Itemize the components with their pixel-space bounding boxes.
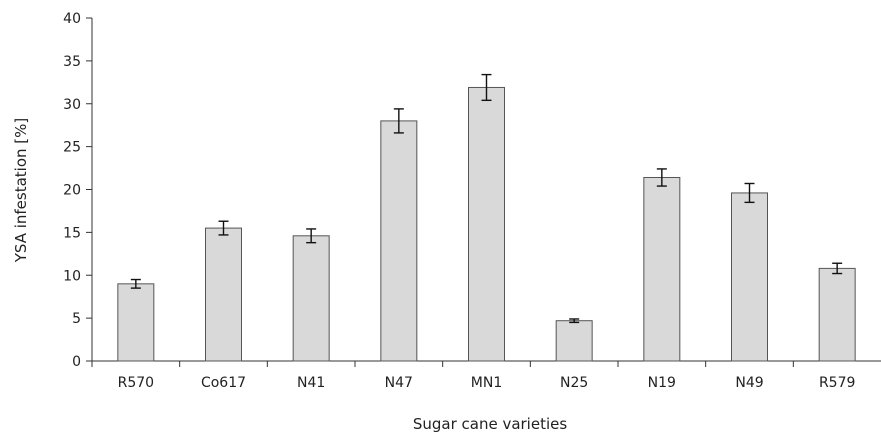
x-tick-label: R579	[819, 375, 855, 391]
x-tick-label: N49	[735, 375, 763, 391]
x-tick-label: N47	[385, 375, 413, 391]
x-tick-label: N19	[648, 375, 676, 391]
y-tick-label: 0	[72, 354, 81, 370]
bar	[731, 192, 768, 362]
y-tick-label: 40	[63, 11, 81, 27]
y-ticks-group: 0 5 10 15 20 25 30 35 40	[63, 11, 92, 370]
x-tick-label: R570	[118, 375, 154, 391]
bar	[818, 267, 856, 362]
x-tick-label: N25	[560, 375, 588, 391]
y-tick-label: 10	[63, 268, 81, 284]
x-ticks-group: R570 Co617 N41 N47 MN1 N25 N19 N49 R579	[91, 361, 855, 391]
bar	[205, 227, 242, 362]
bar	[117, 283, 155, 362]
y-tick-label: 35	[63, 54, 81, 70]
y-tick-label: 15	[63, 225, 81, 241]
y-tick-label: 20	[63, 183, 81, 199]
y-tick-label: 25	[63, 140, 81, 156]
error-bars-group	[130, 73, 843, 324]
y-axis-title: YSA infestation [%]	[12, 118, 30, 264]
bar	[468, 86, 505, 362]
y-tick-label: 5	[72, 311, 81, 327]
bar	[380, 120, 418, 362]
y-tick-label: 30	[63, 97, 81, 113]
x-tick-label: Co617	[201, 375, 246, 391]
bar	[643, 176, 681, 362]
bar	[555, 320, 593, 362]
x-tick-label: N41	[297, 375, 325, 391]
bars-group	[117, 86, 856, 362]
x-tick-label: MN1	[471, 375, 502, 391]
bar	[292, 235, 330, 362]
x-axis-title: Sugar cane varieties	[413, 415, 568, 433]
